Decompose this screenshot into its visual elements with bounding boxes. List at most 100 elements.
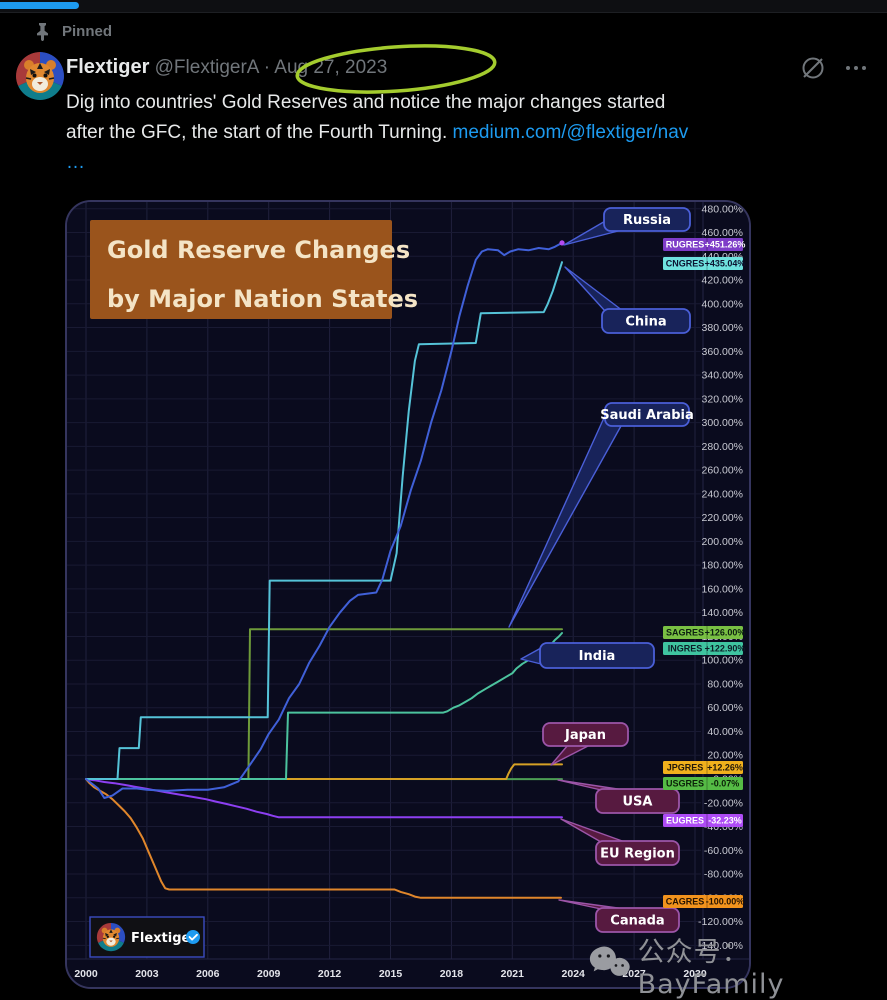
- series-line-eu: [85, 778, 563, 819]
- x-axis-label: 2006: [196, 968, 220, 980]
- author-handle[interactable]: @FlextigerA: [154, 57, 259, 78]
- y-axis-label: 280.00%: [702, 441, 743, 453]
- badge-ingres: INGRES +122.90%: [663, 642, 745, 655]
- badge-jpgres: JPGRES +12.26%: [663, 761, 743, 774]
- tweet-text-line2: after the GFC, the start of the Fourth T…: [66, 122, 689, 143]
- chart-media-card[interactable]: 480.00% 460.00% 440.00% 420.00% 400.00% 380.0…: [65, 200, 751, 989]
- wechat-watermark: 公众号：BayFamily: [588, 937, 883, 1000]
- wechat-icon: [589, 946, 630, 977]
- y-axis-label: 400.00%: [702, 298, 743, 310]
- series-end-dot-russia: [559, 240, 565, 246]
- callout-usa: USA: [557, 779, 680, 814]
- author-name[interactable]: Flextiger: [66, 56, 150, 78]
- badge-change: -100.00%: [706, 897, 745, 907]
- y-axis-label: 180.00%: [702, 560, 743, 572]
- callout-label-usa: USA: [623, 795, 653, 810]
- y-axis-labels: 480.00%460.00%440.00%420.00%400.00%380.0…: [698, 203, 743, 952]
- y-axis-label: -140.00%: [698, 940, 743, 952]
- series-lines: [85, 240, 565, 899]
- badge-ticker: CAGRES: [666, 897, 705, 907]
- badge-ticker: JPGRES: [667, 763, 704, 773]
- y-axis-label: 340.00%: [702, 370, 743, 382]
- tweet-body: Dig into countries' Gold Reserves and no…: [66, 88, 860, 178]
- y-axis-label: 300.00%: [702, 417, 743, 429]
- loading-progress-bar: [0, 2, 79, 9]
- y-axis-label: -20.00%: [704, 797, 743, 809]
- chart-watermark: Flextiger: [89, 916, 205, 958]
- callout-eu: EU Region: [560, 818, 680, 866]
- callout-label-russia: Russia: [623, 213, 671, 228]
- top-strip: [0, 0, 887, 13]
- chart-title-line2: by Major Nation States: [107, 285, 418, 313]
- y-axis-label: 20.00%: [707, 750, 743, 762]
- chart-watermark-name: Flextiger: [131, 931, 197, 946]
- callout-russia: Russia: [563, 207, 691, 246]
- callout-saudi: Saudi Arabia: [508, 402, 694, 628]
- x-axis-labels: 2000 2003 2006 2009 2012 2015 2018 2021 2024 2027…: [74, 968, 707, 980]
- callout-label-canada: Canada: [610, 914, 664, 929]
- x-axis-label: 2012: [318, 968, 342, 980]
- badge-change: +435.04%: [705, 259, 746, 269]
- callout-label-india: India: [579, 649, 616, 664]
- chart-title: Gold Reserve Changes by Major Nation Stat…: [90, 220, 418, 319]
- x-axis-label: 2030: [683, 968, 707, 980]
- badge-ticker: INGRES: [668, 644, 703, 654]
- badge-change: -32.23%: [708, 816, 742, 826]
- badge-ticker: EUGRES: [666, 816, 704, 826]
- y-axis-label: -80.00%: [704, 869, 743, 881]
- grok-slash-circle-icon[interactable]: [799, 54, 827, 82]
- series-line-japan: [85, 763, 563, 780]
- badge-change: +126.00%: [705, 628, 746, 638]
- x-axis-label: 2015: [379, 968, 403, 980]
- y-axis-label: -60.00%: [704, 845, 743, 857]
- verified-badge-icon: [186, 930, 200, 944]
- badge-change: -0.07%: [711, 779, 740, 789]
- pinned-label: Pinned: [62, 23, 113, 40]
- callout-label-eu: EU Region: [600, 847, 675, 862]
- badge-change: +122.90%: [705, 644, 746, 654]
- callout-india: India: [520, 642, 655, 669]
- tweet-text-line1: Dig into countries' Gold Reserves and no…: [66, 92, 666, 113]
- x-axis-label: 2024: [562, 968, 586, 980]
- badge-sagres: SAGRES +126.00%: [663, 626, 745, 639]
- pin-icon: [37, 23, 48, 41]
- badge-eugres: EUGRES -32.23%: [663, 814, 743, 827]
- wechat-watermark-text: 公众号：BayFamily: [637, 937, 785, 1000]
- y-axis-label: 260.00%: [702, 465, 743, 477]
- badge-ticker: USGRES: [666, 779, 704, 789]
- badge-cagres: CAGRES -100.00%: [663, 895, 744, 908]
- x-axis-label: 2021: [501, 968, 525, 980]
- y-axis-label: 360.00%: [702, 346, 743, 358]
- badge-change: +12.26%: [707, 763, 743, 773]
- x-axis-label: 2018: [440, 968, 464, 980]
- series-line-canada: [85, 778, 562, 899]
- more-options-icon[interactable]: [843, 55, 869, 81]
- y-axis-label: 80.00%: [707, 678, 743, 690]
- y-axis-label: 320.00%: [702, 393, 743, 405]
- y-axis-label: 60.00%: [707, 702, 743, 714]
- badge-ticker: SAGRES: [666, 628, 704, 638]
- badge-usgres: USGRES -0.07%: [663, 777, 743, 790]
- tweet-link[interactable]: medium.com/@flextiger/nav: [452, 122, 689, 143]
- badge-ticker: CNGRES: [666, 259, 705, 269]
- x-axis-label: 2003: [135, 968, 159, 980]
- x-axis-label: 2000: [74, 968, 98, 980]
- gold-reserves-chart: 480.00%460.00%440.00%420.00%400.00%380.0…: [67, 202, 749, 987]
- y-axis-label: 420.00%: [702, 275, 743, 287]
- tweet-date[interactable]: Aug 27, 2023: [274, 57, 388, 78]
- callout-japan: Japan: [542, 722, 629, 766]
- callout-china: China: [564, 266, 691, 334]
- y-axis-label: 240.00%: [702, 488, 743, 500]
- y-axis-label: 480.00%: [702, 203, 743, 215]
- chart-title-line1: Gold Reserve Changes: [107, 236, 410, 264]
- series-line-russia: [85, 241, 563, 799]
- y-axis-label: 200.00%: [702, 536, 743, 548]
- badge-rugres: RUGRES +451.26%: [663, 238, 745, 251]
- tweet-link-ellipsis[interactable]: …: [66, 152, 85, 173]
- callout-label-china: China: [625, 315, 666, 330]
- avatar[interactable]: [16, 52, 64, 100]
- badge-cngres: CNGRES +435.04%: [663, 257, 745, 270]
- badge-ticker: RUGRES: [666, 240, 705, 250]
- callout-label-saudi: Saudi Arabia: [600, 408, 693, 423]
